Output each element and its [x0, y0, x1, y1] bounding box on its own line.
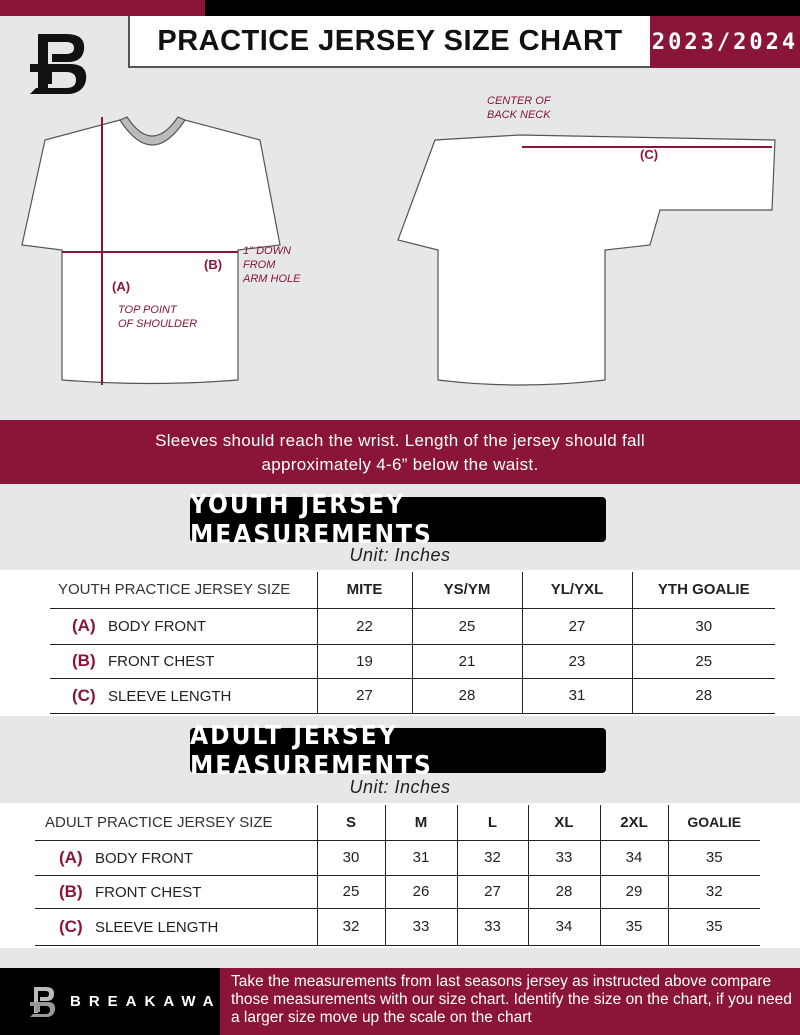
row-letter: (C): [59, 916, 83, 936]
row-label: BODY FRONT: [108, 618, 207, 635]
cell: 31: [384, 840, 457, 876]
header-cell: ADULT PRACTICE JERSEY SIZE: [35, 805, 317, 841]
cell: 35: [599, 908, 668, 946]
table-header-row: ADULT PRACTICE JERSEY SIZE S M L XL 2XL GOALI…: [35, 805, 760, 841]
label-b: (B): [204, 257, 223, 272]
cell: 35: [667, 840, 760, 876]
cell: 31: [521, 678, 632, 714]
table-row: (C) SLEEVE LENGTH 32 33 33 34 35 35: [35, 908, 760, 946]
cell: 23: [521, 644, 632, 679]
cell: 25: [631, 644, 775, 679]
youth-table: YOUTH PRACTICE JERSEY SIZE MITE YS/YM YL…: [50, 572, 775, 714]
breakaway-logo: [30, 34, 87, 94]
youth-unit: Unit: Inches: [349, 545, 451, 565]
size-header: 2XL: [599, 805, 668, 841]
cell: 27: [456, 875, 528, 909]
instruction-banner: Sleeves should reach the wrist. Length o…: [0, 420, 800, 484]
back-jersey: [397, 134, 776, 386]
cell: 28: [527, 875, 600, 909]
cell: 22: [316, 608, 412, 645]
adult-unit: Unit: Inches: [349, 777, 451, 797]
row-label: SLEEVE LENGTH: [108, 687, 232, 705]
top-bar: [205, 0, 800, 16]
banner-line-1: Sleeves should reach the wrist. Length o…: [155, 431, 645, 450]
label-center-back-neck: CENTER OF BACK NECK: [487, 95, 551, 121]
size-header: S: [316, 805, 385, 841]
row-label: FRONT CHEST: [95, 883, 202, 901]
cell: 34: [599, 840, 668, 876]
row-label: SLEEVE LENGTH: [95, 918, 219, 936]
label-c: (C): [640, 147, 659, 162]
jersey-diagram: [21, 116, 776, 386]
row-label: FRONT CHEST: [108, 653, 215, 670]
size-header: L: [456, 805, 528, 841]
row-letter: (B): [59, 881, 83, 901]
cell: 33: [384, 908, 457, 946]
cell: 30: [316, 840, 385, 876]
youth-title: YOUTH JERSEY MEASUREMENTS: [190, 490, 606, 550]
row-letter: (A): [72, 616, 96, 635]
table-header-row: YOUTH PRACTICE JERSEY SIZE MITE YS/YM YL…: [50, 572, 775, 609]
cell: 28: [631, 678, 775, 714]
header-cell: YOUTH PRACTICE JERSEY SIZE: [50, 572, 317, 609]
size-header: XL: [527, 805, 600, 841]
cell: 30: [631, 608, 775, 645]
size-header: MITE: [316, 572, 412, 609]
cell: 32: [316, 908, 385, 946]
cell: 19: [316, 644, 412, 679]
season-badge: 2023/2024: [650, 16, 800, 68]
table-row: (C) SLEEVE LENGTH 27 28 31 28: [50, 678, 775, 714]
cell: 27: [316, 678, 412, 714]
cell: 33: [527, 840, 600, 876]
size-header: YL/YXL: [521, 572, 632, 609]
cell: 34: [527, 908, 600, 946]
cell: 32: [456, 840, 528, 876]
top-bar-accent: [0, 0, 205, 16]
footer-brand-name: BREAKAWAY: [70, 993, 239, 1010]
cell: 25: [316, 875, 385, 909]
row-letter: (C): [72, 685, 96, 705]
size-header: YS/YM: [411, 572, 522, 609]
cell: 32: [667, 875, 760, 909]
cell: 29: [599, 875, 668, 909]
label-a: (A): [112, 279, 131, 294]
row-letter: (A): [59, 847, 83, 867]
size-header: YTH GOALIE: [631, 572, 775, 609]
front-jersey: [21, 116, 281, 385]
row-letter: (B): [72, 651, 96, 670]
breakaway-logo-small: [30, 987, 56, 1017]
page-title: PRACTICE JERSEY SIZE CHART: [128, 16, 650, 68]
cell: 33: [456, 908, 528, 946]
label-arm-hole: 1" DOWN FROM ARM HOLE: [243, 245, 301, 285]
adult-title: ADULT JERSEY MEASUREMENTS: [190, 721, 606, 781]
adult-table: ADULT PRACTICE JERSEY SIZE S M L XL 2XL GOALI…: [35, 805, 760, 946]
cell: 28: [411, 678, 522, 714]
table-row: (B) FRONT CHEST 19 21 23 25: [50, 644, 775, 679]
cell: 27: [521, 608, 632, 645]
table-row: (A) BODY FRONT 30 31 32 33 34 35: [35, 840, 760, 876]
cell: 25: [411, 608, 522, 645]
size-header: M: [384, 805, 457, 841]
row-label: BODY FRONT: [95, 849, 194, 867]
table-row: (A) BODY FRONT 22 25 27 30: [50, 608, 775, 645]
footer-instructions: Take the measurements from last seasons …: [220, 968, 800, 1035]
cell: 21: [411, 644, 522, 679]
table-row: (B) FRONT CHEST 25 26 27 28 29 32: [35, 875, 760, 909]
cell: 26: [384, 875, 457, 909]
label-top-point: TOP POINT OF SHOULDER: [118, 304, 198, 330]
cell: 35: [667, 908, 760, 946]
banner-line-2: approximately 4-6” below the waist.: [261, 455, 539, 474]
size-header: GOALIE: [667, 805, 760, 841]
